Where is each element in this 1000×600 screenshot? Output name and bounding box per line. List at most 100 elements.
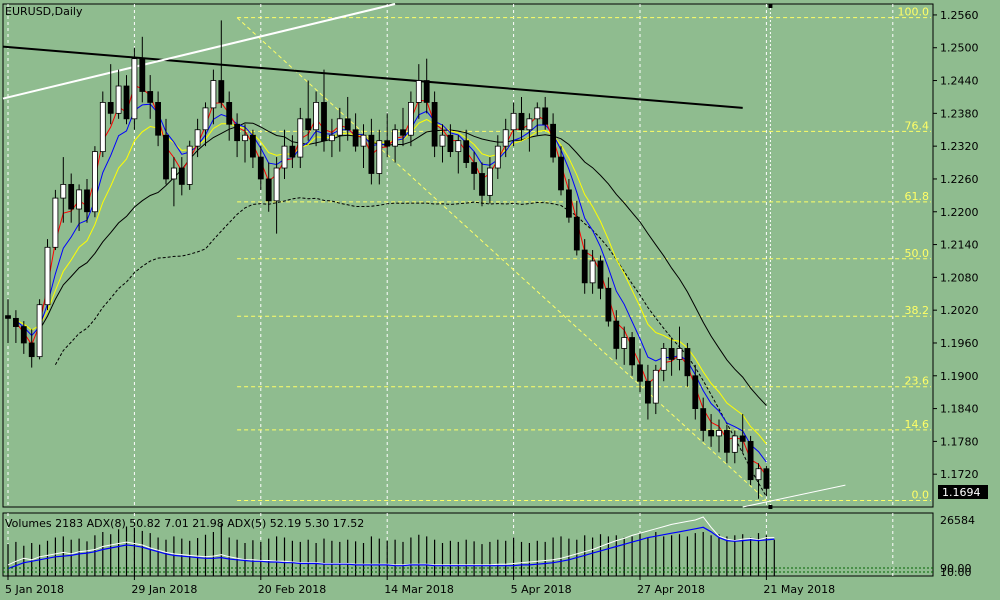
upper-trendline [2, 3, 396, 100]
candle-body [700, 408, 707, 431]
candle-body [328, 134, 335, 142]
candle-body [716, 430, 722, 437]
cursor-handle-top[interactable] [768, 4, 773, 8]
current-price-value: 1.1694 [942, 486, 981, 499]
candle-body [684, 348, 691, 377]
fib-level-label: 76.4 [905, 119, 930, 132]
candle-body [502, 129, 509, 147]
candle-body [273, 167, 280, 202]
x-tick-label: 14 Mar 2018 [384, 583, 454, 596]
candle-body [92, 151, 98, 213]
candle-body [202, 107, 209, 131]
y-tick-label: 1.2200 [940, 206, 979, 219]
candle-body [68, 184, 75, 210]
candle-body [321, 102, 327, 142]
sub-frame [2, 512, 934, 577]
candle-body [163, 134, 169, 180]
candle-body [455, 140, 462, 153]
symbol-label: EURUSD,Daily [5, 5, 83, 18]
candle-body [218, 80, 225, 103]
candle-body [660, 348, 667, 371]
candle-body [186, 145, 193, 185]
fib-level-label: 38.2 [905, 304, 930, 317]
candle-body [384, 140, 391, 147]
fib-level-label: 23.6 [905, 375, 930, 388]
candle-body [297, 118, 304, 158]
resistance-trendline [2, 45, 743, 109]
candle-body [376, 140, 383, 174]
y-tick-label: 1.1960 [940, 337, 979, 350]
candle-body [534, 107, 541, 120]
candle-body [392, 129, 399, 147]
candle-body [637, 364, 643, 382]
candle-body [415, 80, 422, 103]
candle-body [131, 58, 138, 120]
main-frame [2, 3, 934, 508]
x-tick-label: 29 Jan 2018 [131, 583, 197, 596]
candle-body [44, 246, 51, 306]
candle-body [281, 145, 288, 169]
candle-body [605, 287, 612, 322]
candle-body [724, 430, 730, 453]
current-price-tag: 1.1694 [938, 485, 988, 499]
candle-body [12, 317, 19, 327]
fib-level-label: 100.0 [898, 6, 930, 19]
candle-body [447, 134, 454, 153]
time-axis: 5 Jan 2018 29 Jan 2018 20 Feb 2018 14 Mar 2… [5, 576, 835, 596]
candle-body [494, 145, 501, 169]
candle-body [589, 260, 596, 284]
candle-body [210, 80, 217, 109]
candle-body [352, 129, 359, 147]
fib-level-label: 50.0 [905, 247, 930, 260]
candle-body [439, 134, 446, 147]
x-tick-label: 21 May 2018 [763, 583, 835, 596]
candle-body [550, 123, 556, 158]
cursor-handle-bottom[interactable] [768, 505, 773, 509]
candle-body [526, 118, 533, 131]
candle-body [755, 468, 762, 481]
candle-body [471, 162, 478, 174]
y-tick-label: 1.1840 [940, 403, 979, 416]
current-price-box [938, 485, 988, 499]
candle-body [731, 435, 738, 453]
x-tick-label: 27 Apr 2018 [637, 583, 705, 596]
candle-body [368, 134, 375, 174]
x-tick-label: 5 Apr 2018 [511, 583, 572, 596]
fib-diagonal [236, 17, 767, 501]
candle-body [76, 189, 82, 210]
candle-body [139, 58, 146, 92]
candle-body [155, 102, 162, 136]
y-tick-label: 1.2140 [940, 239, 979, 252]
candle-body [123, 85, 130, 120]
candle-body [645, 380, 651, 404]
adx-line-white [7, 516, 775, 566]
candle-body [652, 369, 659, 404]
candle-body [360, 134, 367, 147]
candle-body [313, 102, 320, 131]
candle-body [407, 102, 414, 136]
candle-body [115, 85, 122, 114]
fib-level-label: 14.6 [905, 418, 930, 431]
indicator-axis-bottom-b: 10.00 [940, 566, 972, 579]
indicator-label: Volumes 2183 ADX(8) 50.82 7.01 21.98 ADX… [5, 517, 364, 530]
candle-body [265, 178, 272, 202]
candle-body [676, 348, 683, 360]
candle-body [84, 189, 90, 213]
candle-body [573, 216, 580, 251]
candle-body [305, 118, 312, 131]
candle-body [170, 167, 177, 180]
candle-body [621, 337, 628, 349]
candle-body [107, 102, 114, 114]
y-tick-label: 1.2260 [940, 173, 979, 186]
y-tick-label: 1.1900 [940, 370, 979, 383]
x-tick-label: 20 Feb 2018 [258, 583, 326, 596]
candle-body [257, 156, 264, 180]
price-axis: 1.2560 1.2500 1.2440 1.2380 1.2320 1.2260 1.22… [933, 9, 979, 481]
candle-body [60, 184, 67, 199]
candle-body [52, 197, 59, 248]
candle-body [336, 118, 343, 136]
candle-body [739, 435, 746, 442]
candle-body [234, 123, 241, 142]
y-tick-label: 1.1780 [940, 435, 979, 448]
candle-body [747, 440, 754, 481]
